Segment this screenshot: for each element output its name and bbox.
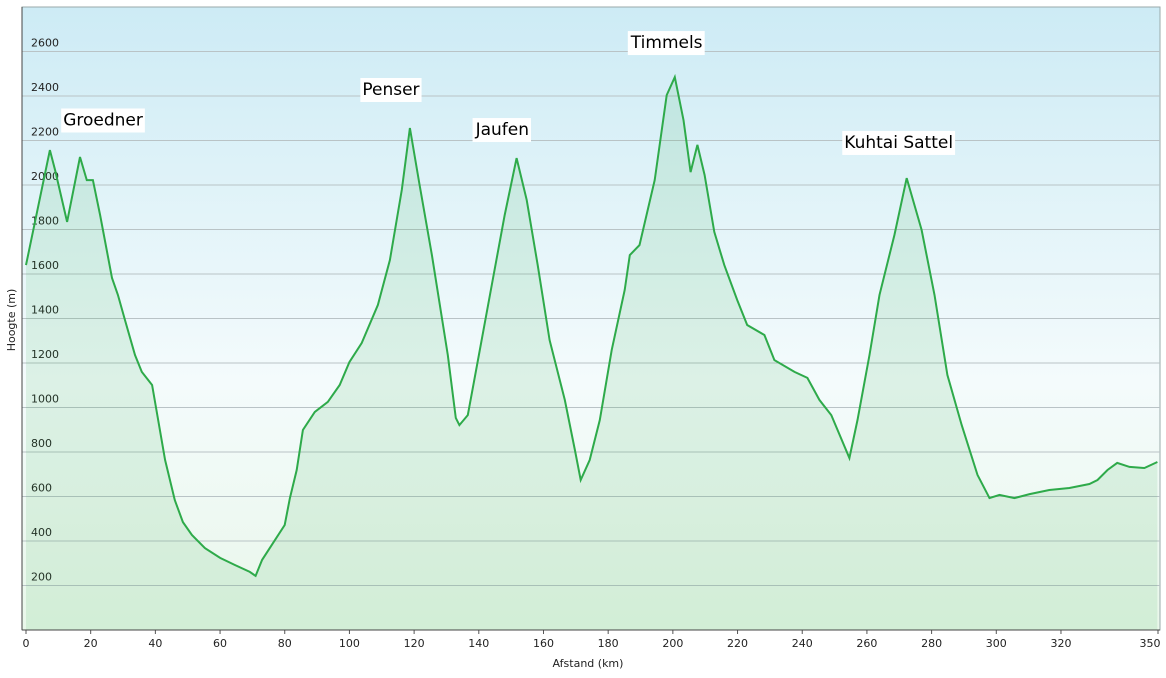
x-tick-label: 300 xyxy=(986,637,1007,650)
y-tick-label: 200 xyxy=(31,571,52,584)
x-tick-label: 240 xyxy=(792,637,813,650)
x-tick-label: 160 xyxy=(533,637,554,650)
y-tick-label: 1600 xyxy=(31,259,59,272)
y-tick-label: 2400 xyxy=(31,81,59,94)
y-tick-label: 1800 xyxy=(31,215,59,228)
y-tick-label: 2600 xyxy=(31,37,59,50)
x-tick-label: 140 xyxy=(468,637,489,650)
peak-label: Penser xyxy=(362,80,419,100)
y-tick-label: 800 xyxy=(31,437,52,450)
x-tick-label: 120 xyxy=(404,637,425,650)
x-tick-label: 280 xyxy=(921,637,942,650)
peak-label-box xyxy=(842,130,956,155)
x-tick-label: 60 xyxy=(213,637,227,650)
area-fill xyxy=(26,77,1158,631)
x-tick-label: 320 xyxy=(1050,637,1071,650)
y-tick-label: 2200 xyxy=(31,126,59,139)
x-tick-label: 200 xyxy=(662,637,683,650)
y-tick-label: 1200 xyxy=(31,348,59,361)
x-axis-label: Afstand (km) xyxy=(553,657,624,670)
peak-label: Groedner xyxy=(63,110,143,130)
x-tick-label: 80 xyxy=(278,637,292,650)
y-tick-label: 1400 xyxy=(31,304,59,317)
elevation-line xyxy=(25,73,1158,578)
x-tick-label: 220 xyxy=(727,637,748,650)
peak-label: Timmels xyxy=(630,33,703,53)
x-tick-label: 180 xyxy=(598,637,619,650)
x-tick-label: 100 xyxy=(339,637,360,650)
peak-label-box xyxy=(360,77,422,102)
y-tick-label: 400 xyxy=(31,526,52,539)
x-tick-label: 350 xyxy=(1140,637,1161,650)
x-tick-label: 260 xyxy=(856,637,877,650)
peak-label-box xyxy=(472,118,532,143)
x-tick-label: 20 xyxy=(84,637,98,650)
x-tick-label: 0 xyxy=(23,637,30,650)
peak-label: Jaufen xyxy=(475,120,529,140)
x-tick-label: 40 xyxy=(148,637,162,650)
peak-label-box xyxy=(627,31,705,56)
y-tick-label: 600 xyxy=(31,482,52,495)
y-tick-label: 1000 xyxy=(31,393,59,406)
peak-label-box xyxy=(61,108,145,133)
y-axis-label: Hoogte (m) xyxy=(5,289,18,352)
peak-label: Kuhtai Sattel xyxy=(844,133,953,153)
